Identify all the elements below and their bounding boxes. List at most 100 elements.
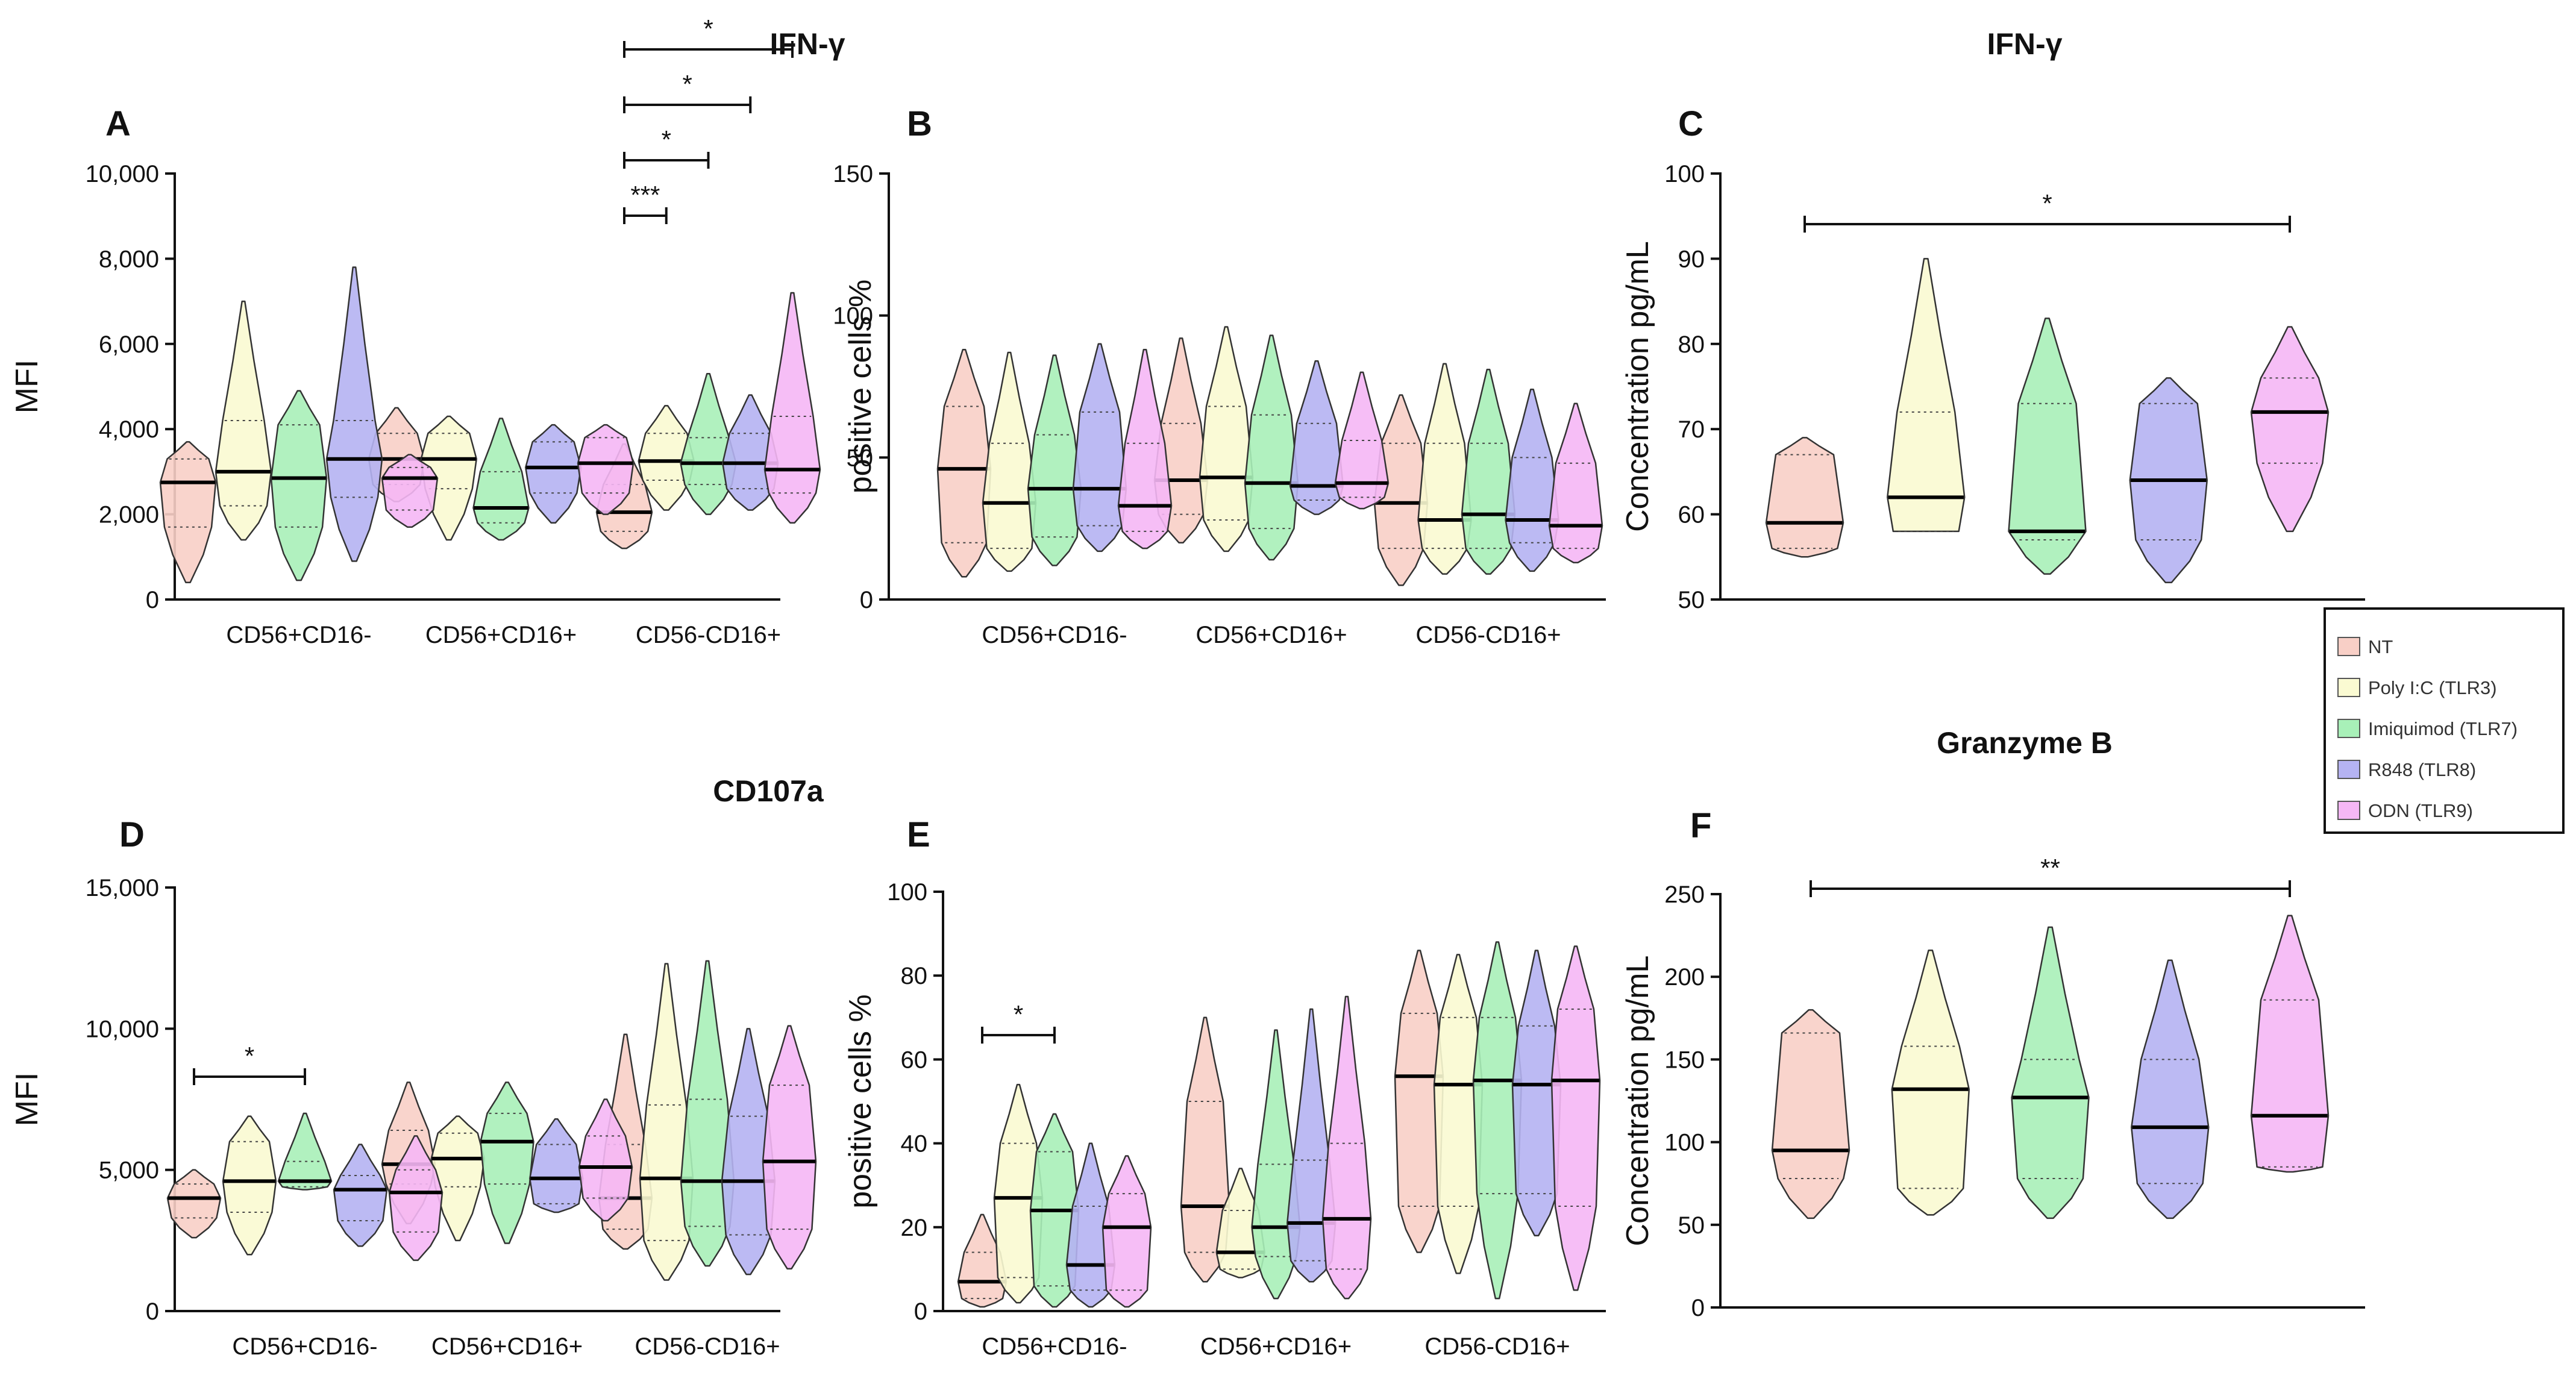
violin-4-group-1	[333, 1144, 388, 1247]
y-axis-label: Concentration pg/mL	[1620, 241, 1655, 532]
violin-4-group-2	[525, 424, 582, 524]
significance-label: ***	[630, 181, 660, 209]
legend-entry: ODN (TLR9)	[2368, 800, 2473, 821]
panel-d: CD107a D 0 5,000 10,000 15,000 MFI CD56+CD16- CD…	[10, 774, 824, 1360]
significance-label: *	[682, 70, 692, 98]
x-category-label: CD56+CD16+	[431, 1333, 583, 1360]
panel-label: F	[1690, 806, 1711, 845]
x-category-label: CD56-CD16+	[636, 622, 781, 648]
violin-3-group-2	[480, 1082, 534, 1244]
violin-4-group-3	[1505, 388, 1559, 572]
violin-2-group-2	[430, 1115, 485, 1242]
y-axis-label: Concentration pg/mL	[1620, 956, 1655, 1247]
significance-label: *	[245, 1042, 254, 1070]
y-tick-label: 100	[1664, 1130, 1705, 1156]
violin-4-group-2	[1289, 360, 1344, 515]
y-tick-label: 0	[860, 587, 873, 613]
significance-bracket: *	[193, 1042, 306, 1085]
y-tick-label: 50	[847, 445, 874, 471]
legend-entry: R848 (TLR8)	[2368, 759, 2476, 780]
significance-label: *	[703, 14, 713, 43]
y-axis-label: MFI	[10, 1072, 45, 1127]
violin-3-group-2	[1244, 334, 1299, 561]
y-tick-label: 200	[1664, 964, 1705, 991]
violin-3-group-3	[680, 960, 735, 1267]
significance-bracket: ***	[623, 181, 668, 224]
panel-label: E	[907, 815, 930, 854]
significance-bracket: *	[981, 1000, 1056, 1044]
x-category-label: CD56-CD16+	[1424, 1333, 1570, 1360]
violin-5-group-3	[1550, 945, 1601, 1291]
violin-3-group-1	[270, 390, 328, 581]
y-axis-label: positive cells %	[843, 994, 878, 1208]
y-tick-label: 20	[901, 1215, 928, 1241]
y-tick-label: 60	[1678, 502, 1705, 528]
x-category-label: CD56-CD16+	[1415, 622, 1561, 648]
y-tick-label: 100	[887, 879, 927, 906]
y-tick-label: 80	[1678, 331, 1705, 358]
panel-label: A	[105, 104, 131, 143]
y-tick-label: 50	[1678, 587, 1705, 613]
significance-label: *	[1014, 1000, 1023, 1028]
violin-5-group-1	[388, 1135, 443, 1261]
violin-5-group-1	[2250, 326, 2330, 533]
violin-4-group-1	[1072, 343, 1127, 553]
panel-label: B	[907, 104, 932, 143]
y-tick-label: 40	[901, 1131, 928, 1157]
violin-5-group-2	[1334, 371, 1390, 510]
violin-1-group-1	[1765, 437, 1844, 558]
legend-frame	[2324, 607, 2565, 834]
y-tick-label: 100	[833, 303, 873, 330]
x-category-label: CD56+CD16-	[232, 1333, 377, 1360]
violin-5-group-3	[762, 1025, 817, 1269]
y-tick-label: 2,000	[99, 502, 159, 528]
violin-2-group-1	[1887, 258, 1966, 533]
y-tick-label: 80	[901, 963, 928, 989]
violin-5-group-1	[2250, 915, 2330, 1173]
y-tick-label: 8,000	[99, 246, 159, 272]
significance-bracket: **	[1810, 854, 2291, 897]
violin-4-group-2	[529, 1118, 584, 1213]
panel-f: Granzyme B F 0 50 100 150 200 250 Concentration …	[1620, 726, 2365, 1321]
violin-5-group-3	[1548, 402, 1603, 563]
y-tick-label: 60	[901, 1047, 928, 1073]
legend-entry: Poly I:C (TLR3)	[2368, 677, 2497, 698]
y-tick-label: 10,000	[86, 161, 159, 187]
y-tick-label: 100	[1664, 161, 1705, 187]
significance-label: **	[2040, 854, 2060, 882]
violin-3-group-3	[680, 373, 737, 515]
y-tick-label: 150	[833, 161, 873, 187]
violin-5-group-1	[1117, 348, 1173, 549]
violin-2-group-1	[222, 1115, 277, 1256]
violin-3-group-3	[1461, 368, 1516, 575]
legend-swatch	[2337, 760, 2360, 779]
panel-c: IFN-γ C 50 60 70 80 90 100 Concentration pg/mL *	[1620, 27, 2365, 613]
y-tick-label: 0	[1691, 1295, 1705, 1321]
panel-title: CD107a	[713, 774, 824, 808]
panel-label: C	[1678, 104, 1703, 143]
violin-1-group-1	[1771, 1009, 1851, 1219]
y-tick-label: 6,000	[99, 331, 159, 358]
x-category-label: CD56+CD16-	[982, 622, 1127, 648]
legend-swatch	[2337, 678, 2360, 697]
legend: NT Poly I:C (TLR3) Imiquimod (TLR7) R848 (T…	[2324, 607, 2565, 834]
violin-1-group-1	[159, 441, 217, 583]
violin-2-group-3	[1417, 363, 1472, 575]
panel-e: E 0 20 40 60 80 100 positive cells % CD56+CD16- C…	[843, 815, 1606, 1360]
x-category-label: CD56+CD16-	[226, 622, 371, 648]
x-category-label: CD56+CD16+	[1196, 622, 1347, 648]
y-tick-label: 0	[146, 587, 159, 613]
violin-4-group-1	[2131, 959, 2210, 1219]
significance-bracket: *	[1804, 189, 2291, 233]
y-tick-label: 0	[914, 1298, 927, 1325]
legend-swatch	[2337, 719, 2360, 738]
violin-5-group-2	[1321, 995, 1372, 1300]
significance-label: *	[662, 125, 671, 154]
violin-2-group-1	[982, 351, 1037, 572]
y-axis-label: MFI	[10, 360, 45, 414]
violin-1-group-3	[1394, 950, 1444, 1253]
y-tick-label: 5,000	[99, 1157, 159, 1184]
violin-1-group-3	[1373, 394, 1429, 586]
y-tick-label: 90	[1678, 246, 1705, 272]
